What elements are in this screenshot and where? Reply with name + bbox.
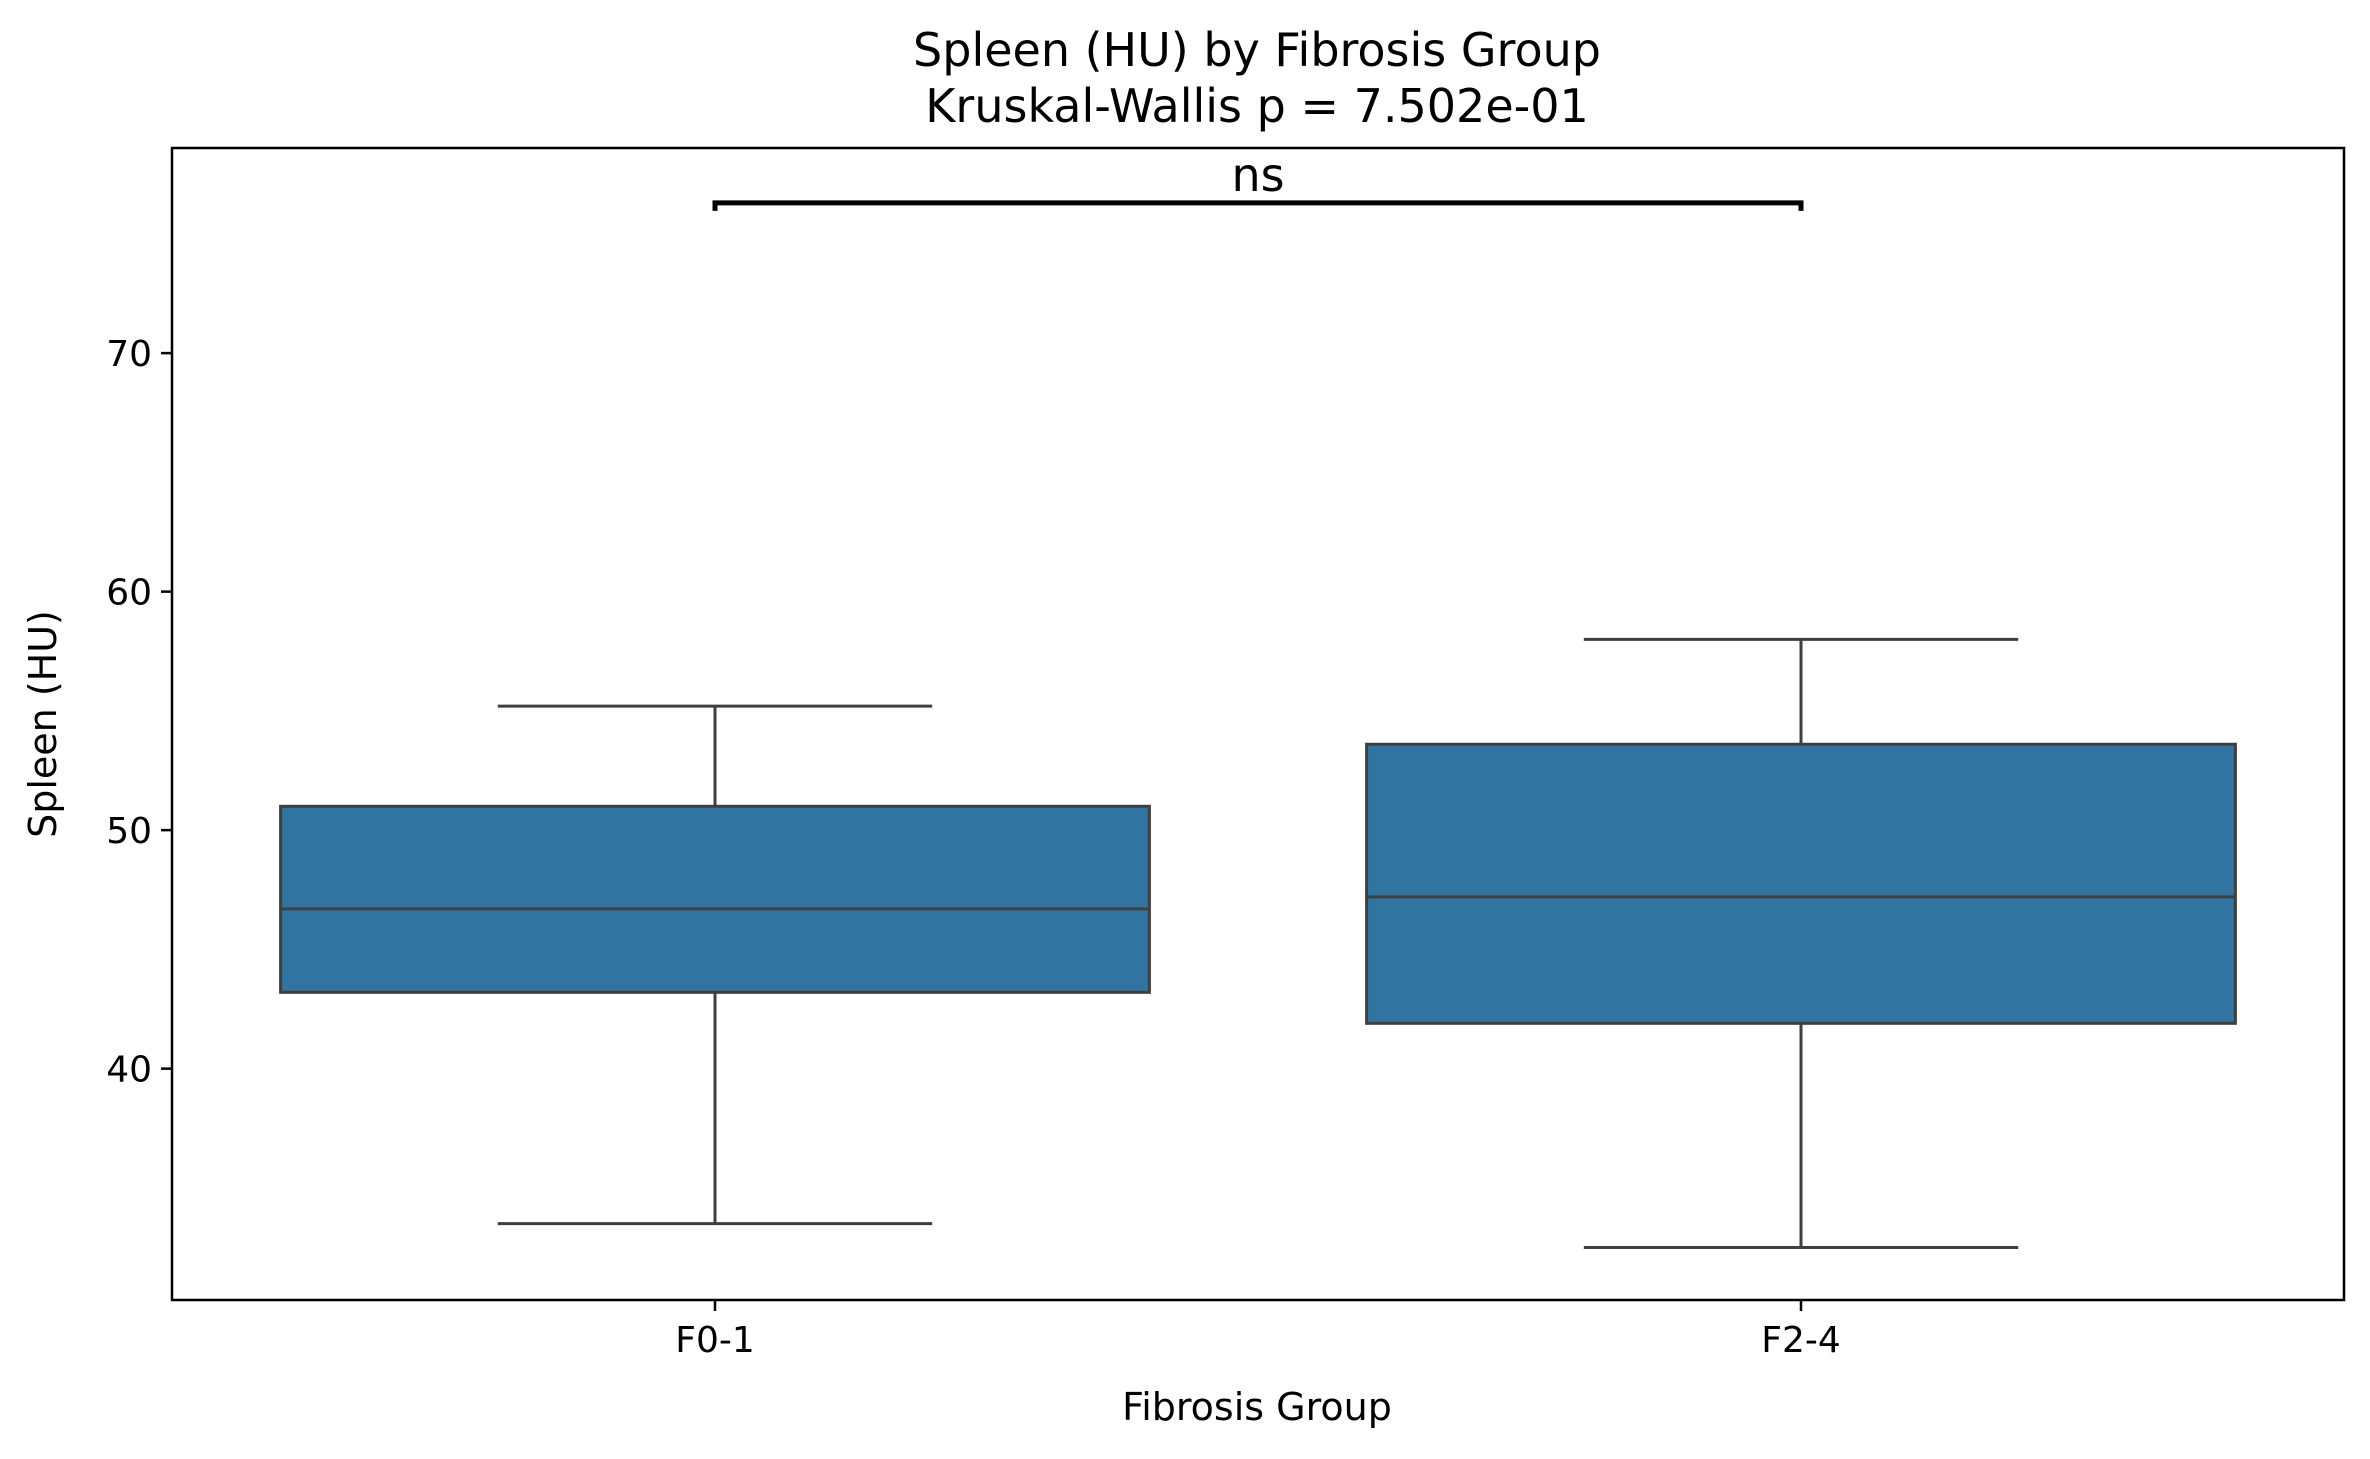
x-tick-label-F0-1: F0-1	[675, 1320, 755, 1361]
box-F2-4	[1365, 742, 2237, 1025]
x-axis-label: Fibrosis Group	[1122, 1385, 1392, 1429]
box-F0-1	[279, 804, 1151, 994]
chart-subtitle: Kruskal-Wallis p = 7.502e-01	[925, 79, 1589, 133]
y-tick-label-50: 50	[106, 811, 152, 852]
y-tick-label-40: 40	[106, 1050, 152, 1091]
significance-bracket	[712, 200, 1804, 211]
x-tick-label-F2-4: F2-4	[1761, 1320, 1841, 1361]
y-tick-label-70: 70	[106, 334, 152, 375]
y-tick-label-60: 60	[106, 573, 152, 614]
y-axis-label: Spleen (HU)	[21, 610, 65, 838]
plot-frame	[170, 146, 2346, 1302]
significance-label: ns	[1231, 148, 1284, 202]
chart-title: Spleen (HU) by Fibrosis Group	[913, 23, 1601, 77]
plot-area: ns	[279, 148, 2237, 1250]
